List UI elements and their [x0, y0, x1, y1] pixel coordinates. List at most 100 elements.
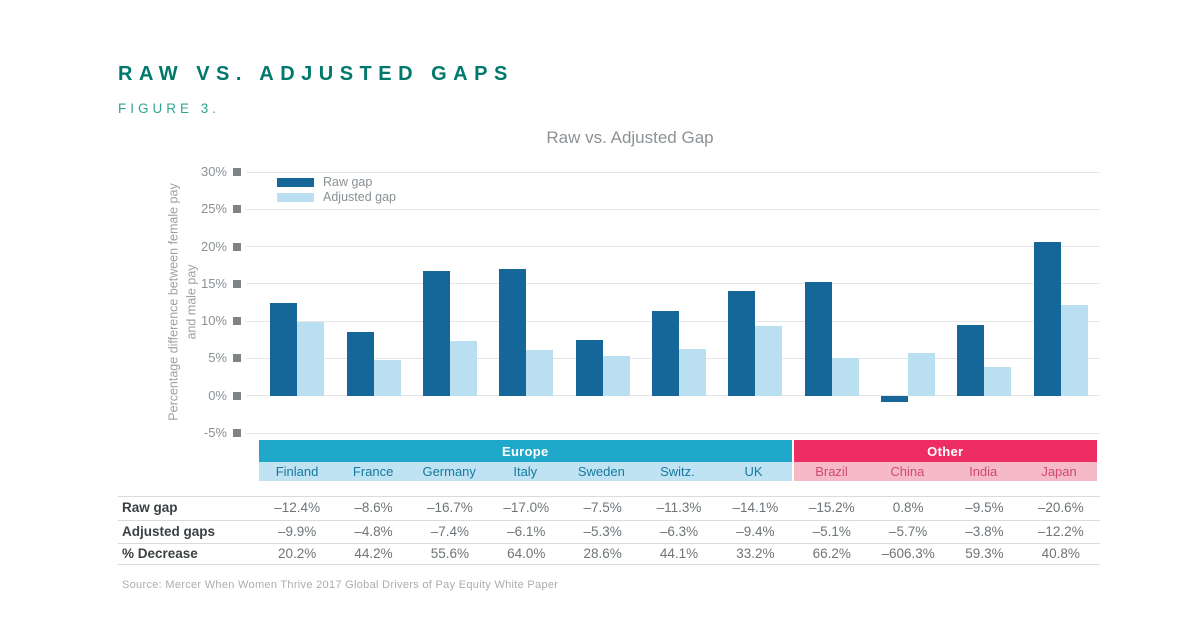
table-cell-decrease-france: 44.2%: [354, 546, 393, 561]
table-cell-decrease-sweden: 28.6%: [583, 546, 622, 561]
x-label-sweden: Sweden: [577, 464, 625, 479]
y-tick-label: 20%: [200, 238, 227, 254]
table-cell-decrease-india: 59.3%: [965, 546, 1004, 561]
gridline: [246, 171, 1100, 173]
table-cell-decrease-switz: 44.1%: [659, 546, 699, 561]
table-cell-raw-gap-india: –9.5%: [965, 500, 1004, 515]
x-label-japan: Japan: [1041, 464, 1077, 479]
adjusted-gap-bar-brazil: [831, 357, 859, 396]
gridline: [246, 283, 1100, 285]
y-tick-square-icon: [233, 242, 241, 251]
table-cell-decrease-germany: 55.6%: [430, 546, 470, 561]
adjusted-gap-bar-italy: [526, 350, 554, 396]
chart-title: Raw vs. Adjusted Gap: [546, 128, 714, 147]
page-title: RAW VS. ADJUSTED GAPS: [118, 63, 514, 85]
table-cell-decrease-brazil: 66.2%: [812, 546, 851, 561]
raw-gap-bar-japan: [1033, 242, 1061, 396]
table-cell-raw-gap-finland: –12.4%: [274, 500, 321, 515]
y-tick-label: -5%: [203, 425, 227, 440]
table-cell-raw-gap-uk: –14.1%: [732, 500, 779, 515]
y-tick-label: 5%: [208, 350, 227, 366]
x-label-china: China: [890, 464, 925, 479]
adjusted-gap-bar-finland: [297, 321, 325, 396]
raw-gap-bar-finland: [270, 303, 298, 396]
adjusted-gap-swatch-icon: [277, 193, 314, 202]
y-tick-label: 10%: [200, 313, 227, 329]
other-country-strip: Brazil China India Japan: [793, 462, 1097, 481]
x-label-brazil: Brazil: [815, 464, 848, 479]
table-row-divider: [118, 564, 1100, 565]
europe-band: Europe: [259, 440, 792, 462]
x-label-india: India: [969, 464, 998, 479]
other-band: Other: [793, 440, 1097, 462]
table-cell-adjusted-gaps-france: –4.8%: [354, 524, 393, 539]
y-tick-square-icon: [233, 168, 241, 176]
x-label-finland: Finland: [275, 464, 319, 479]
raw-gap-bar-sweden: [575, 339, 603, 396]
gridline: [246, 208, 1100, 210]
y-tick-label: 30%: [200, 164, 227, 179]
table-cell-raw-gap-switz: –11.3%: [656, 500, 702, 515]
y-tick-label: 15%: [200, 275, 227, 291]
table-row-label-adjusted-gaps: Adjusted gaps: [122, 524, 216, 539]
table-cell-adjusted-gaps-japan: –12.2%: [1037, 524, 1084, 539]
table-cell-adjusted-gaps-brazil: –5.1%: [812, 524, 851, 539]
legend-label: Adjusted gap: [323, 190, 396, 205]
raw-gap-swatch-icon: [277, 178, 314, 187]
figure-number-label: FIGURE 3.: [118, 101, 221, 116]
table-row-divider: [118, 543, 1100, 544]
adjusted-gap-bar-france: [373, 359, 401, 396]
gridline: [246, 395, 1100, 397]
y-tick-label: 0%: [208, 387, 227, 403]
table-cell-raw-gap-brazil: –15.2%: [808, 500, 855, 515]
table-cell-adjusted-gaps-finland: –9.9%: [278, 524, 317, 539]
adjusted-gap-bar-germany: [449, 340, 477, 396]
raw-gap-bar-brazil: [804, 282, 832, 396]
raw-gap-bar-italy: [499, 268, 527, 396]
y-tick-square-icon: [233, 354, 241, 363]
x-label-uk: UK: [744, 464, 763, 479]
table-row-divider: [118, 496, 1100, 497]
y-tick-square-icon: [233, 429, 241, 437]
raw-gap-bar-uk: [728, 290, 756, 396]
raw-gap-bar-india: [957, 324, 985, 396]
x-label-france: France: [352, 464, 394, 479]
gridline: [246, 432, 1100, 434]
source-note: Source: Mercer When Women Thrive 2017 Gl…: [122, 579, 559, 591]
adjusted-gap-bar-india: [984, 367, 1012, 396]
y-tick-label: 25%: [200, 201, 227, 217]
table-cell-adjusted-gaps-germany: –7.4%: [430, 524, 470, 539]
table-cell-adjusted-gaps-india: –3.8%: [965, 524, 1004, 539]
y-tick-square-icon: [233, 317, 241, 326]
legend-label: Raw gap: [323, 175, 373, 190]
europe-country-strip: Finland France Germany Italy Sweden Switz. UK: [259, 462, 792, 481]
table-cell-adjusted-gaps-china: –5.7%: [888, 524, 928, 539]
table-cell-decrease-finland: 20.2%: [278, 546, 317, 561]
table-cell-raw-gap-germany: –16.7%: [427, 500, 473, 515]
table-cell-raw-gap-japan: –20.6%: [1037, 500, 1084, 515]
table-cell-decrease-italy: 64.0%: [507, 546, 546, 561]
x-label-switz: Switz.: [660, 464, 695, 479]
table-cell-raw-gap-sweden: –7.5%: [583, 500, 622, 515]
adjusted-gap-bar-uk: [755, 325, 783, 396]
table-cell-decrease-china: –606.3%: [881, 546, 935, 561]
gridline: [246, 246, 1100, 248]
adjusted-gap-bar-japan: [1060, 304, 1088, 396]
raw-gap-bar-france: [346, 331, 374, 396]
adjusted-gap-bar-sweden: [602, 356, 630, 396]
table-cell-adjusted-gaps-switz: –6.3%: [659, 524, 699, 539]
y-tick-square-icon: [233, 279, 241, 288]
legend-item-adjusted-gap: Adjusted gap: [277, 190, 396, 205]
raw-gap-bar-germany: [422, 271, 450, 396]
table-cell-adjusted-gaps-italy: –6.1%: [507, 524, 546, 539]
table-row-label-raw-gap: Raw gap: [122, 500, 178, 515]
table-cell-adjusted-gaps-sweden: –5.3%: [583, 524, 622, 539]
table-cell-decrease-uk: 33.2%: [736, 546, 775, 561]
x-label-germany: Germany: [422, 464, 476, 479]
table-cell-adjusted-gaps-uk: –9.4%: [736, 524, 775, 539]
chart-legend: Raw gap Adjusted gap: [277, 175, 396, 205]
table-cell-raw-gap-china: 0.8%: [892, 500, 924, 515]
adjusted-gap-bar-china: [908, 353, 936, 396]
raw-gap-bar-china: [881, 395, 909, 402]
